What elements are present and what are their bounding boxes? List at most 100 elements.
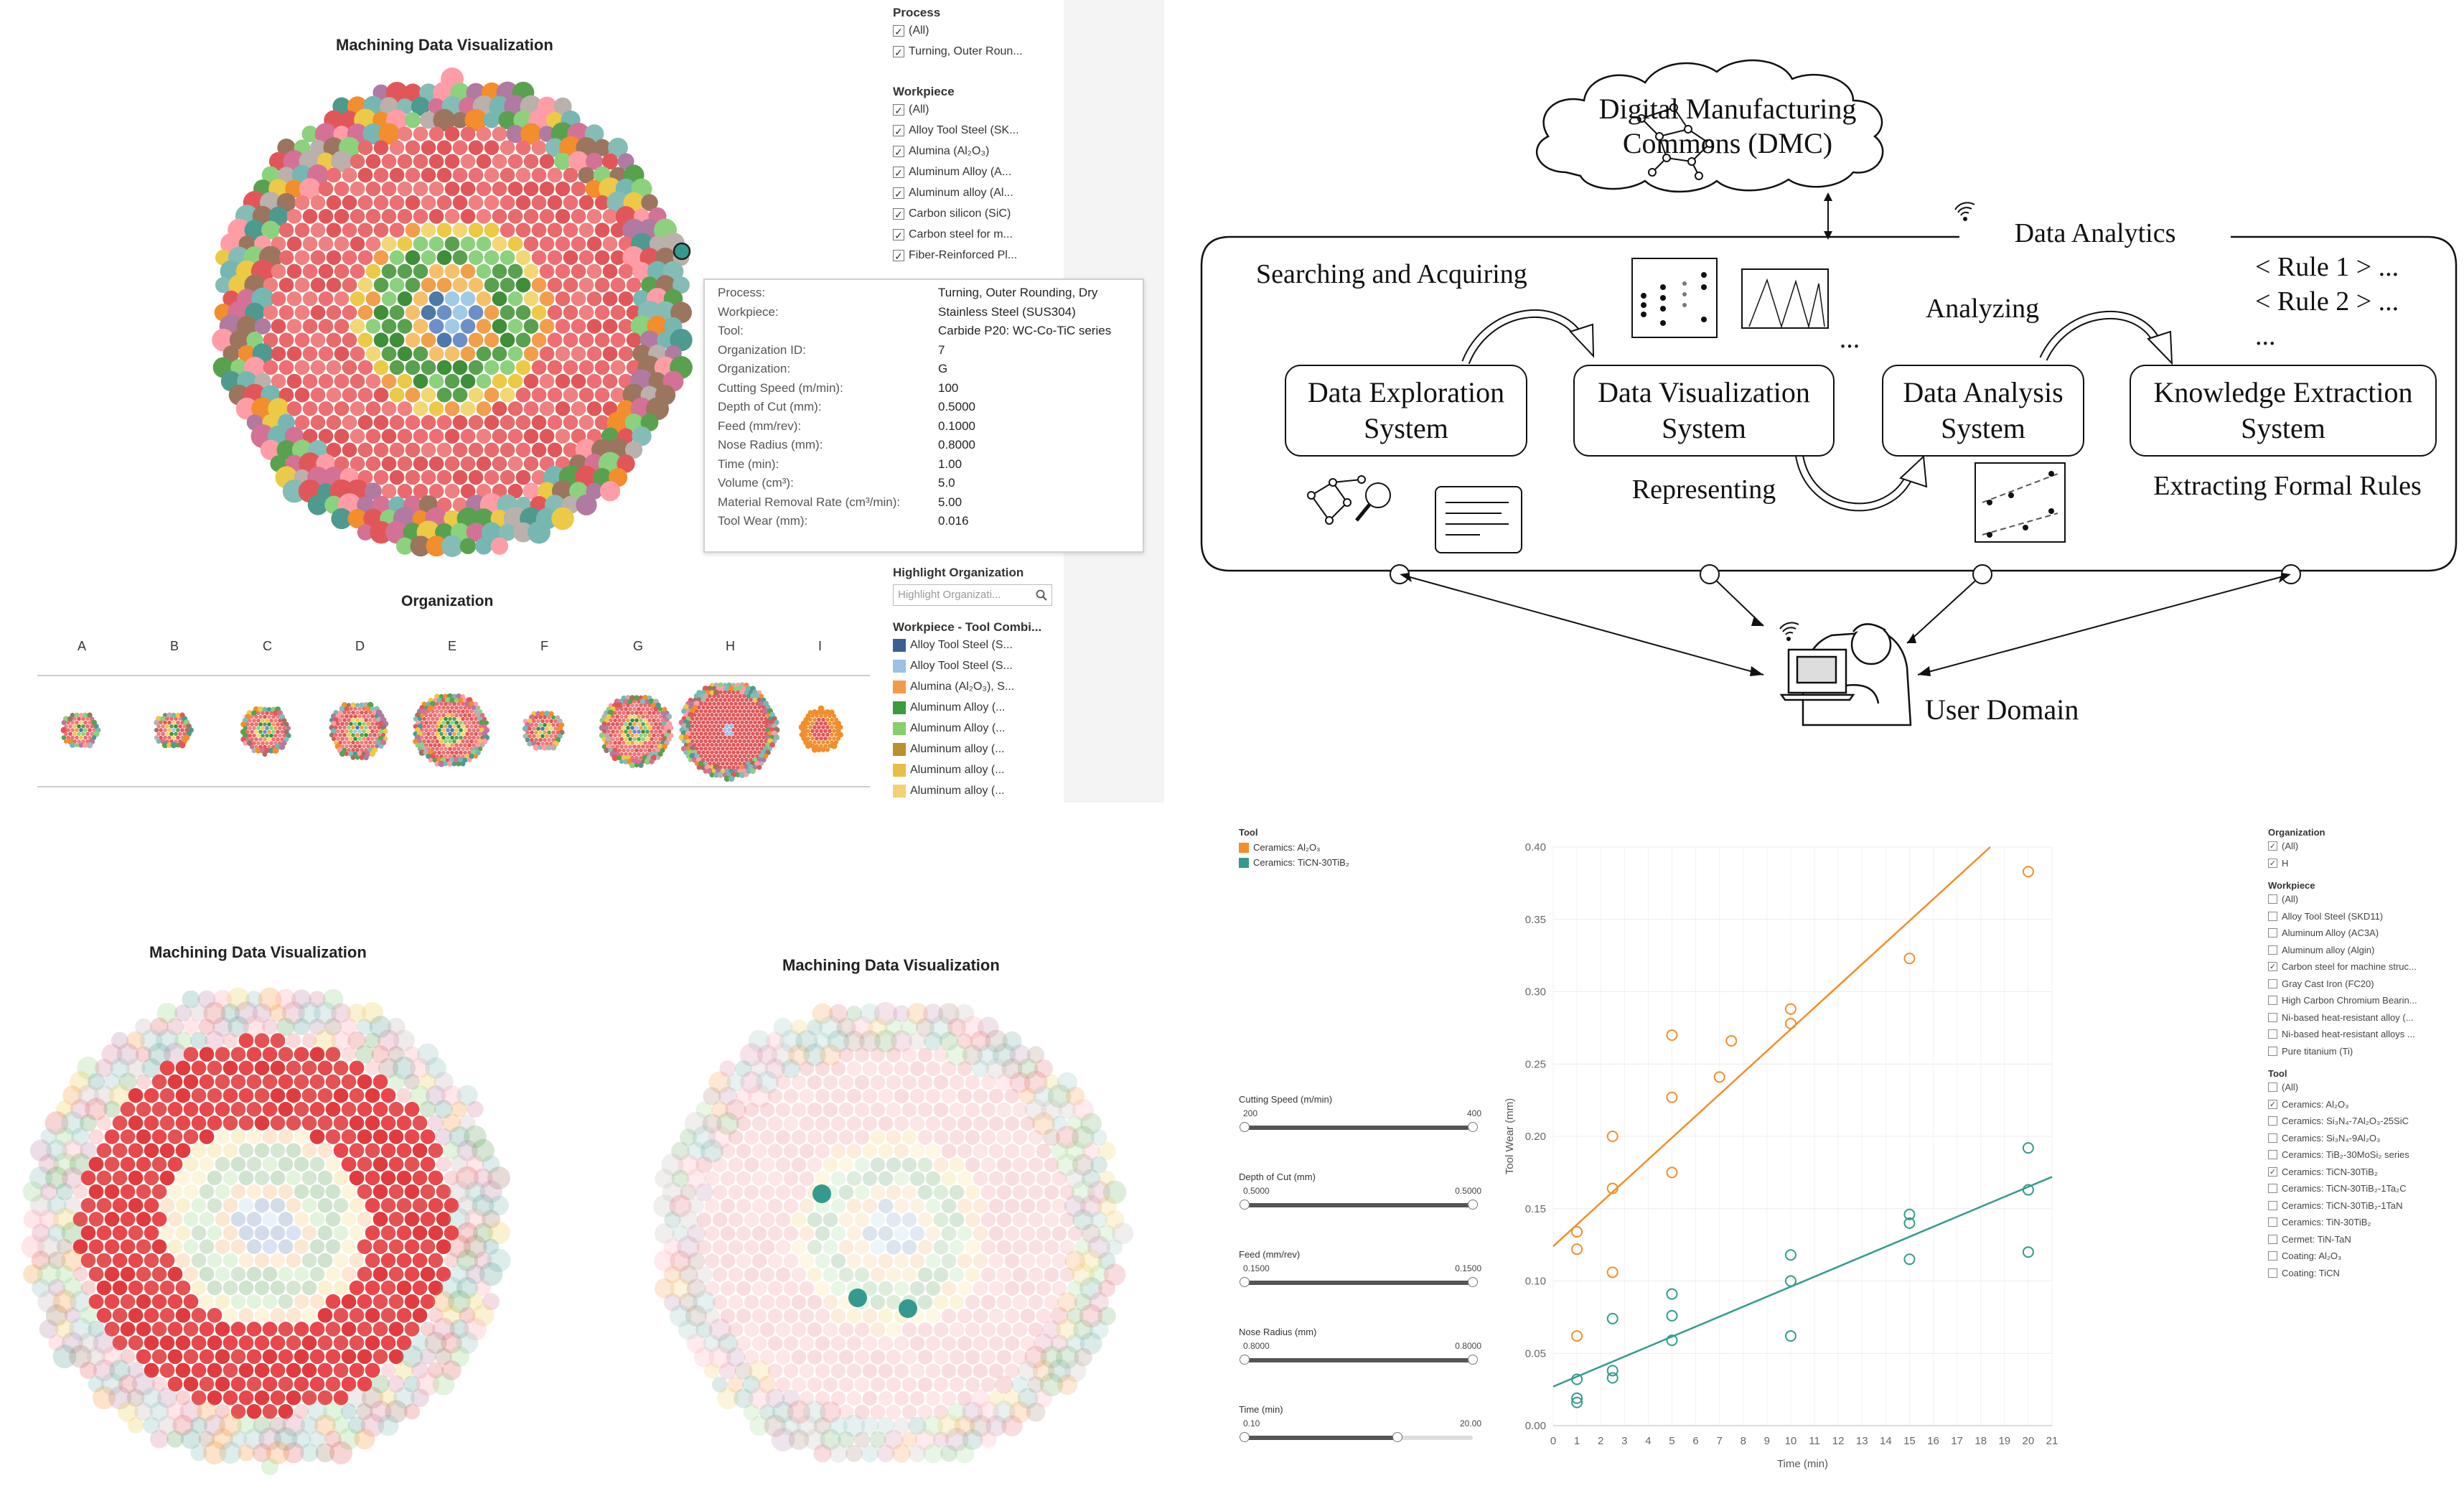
checkbox[interactable]: [2268, 996, 2277, 1006]
checkbox[interactable]: ✓: [893, 249, 904, 262]
slider-handle[interactable]: [1240, 1122, 1250, 1132]
workpiece-filter-item[interactable]: Alloy Tool Steel (SKD11): [2268, 908, 2462, 925]
checkbox[interactable]: [2268, 1083, 2277, 1093]
tool-filter-item[interactable]: Cermet: TiN-TaN: [2268, 1231, 2462, 1248]
tool-filter-item[interactable]: (All): [2268, 1079, 2462, 1096]
workpiece-filter-item[interactable]: ✓ Alumina (Al₂O₃): [893, 141, 1058, 162]
slider-track[interactable]: [1240, 1122, 1478, 1132]
workpiece-filter-item[interactable]: High Carbon Chromium Bearin...: [2268, 992, 2462, 1009]
slider-track[interactable]: [1240, 1200, 1478, 1210]
checkbox[interactable]: ✓: [2268, 858, 2277, 868]
legend-item[interactable]: Alloy Tool Steel (S...: [893, 635, 1062, 655]
checkbox[interactable]: ✓: [893, 103, 904, 116]
checkbox[interactable]: ✓: [893, 228, 904, 241]
bubble-chart-highlight-org[interactable]: [14, 975, 517, 1477]
slider-handle[interactable]: [1240, 1277, 1250, 1287]
data-exploration-box[interactable]: Data Exploration System: [1285, 365, 1527, 457]
tool-filter-item[interactable]: Ceramics: TiN-30TiB₂: [2268, 1214, 2462, 1231]
workpiece-filter-item[interactable]: ✓ Carbon silicon (SiC): [893, 203, 1058, 224]
workpiece-filter-item[interactable]: (All): [2268, 891, 2462, 908]
tool-filter-item[interactable]: Coating: TiCN: [2268, 1265, 2462, 1282]
workpiece-filter-item[interactable]: ✓ Alloy Tool Steel (SK...: [893, 120, 1058, 141]
slider-track[interactable]: [1240, 1355, 1478, 1365]
checkbox[interactable]: [2268, 928, 2277, 938]
workpiece-filter-item[interactable]: ✓ Fiber-Reinforced Pl...: [893, 245, 1058, 266]
tool-filter-item[interactable]: ✓ Ceramics: TiCN-30TiB₂: [2268, 1164, 2462, 1181]
checkbox[interactable]: ✓: [893, 187, 904, 200]
slider-handle[interactable]: [1240, 1355, 1250, 1365]
organization-filter-item[interactable]: ✓ (All): [2268, 838, 2462, 855]
bubble-packing-chart[interactable]: [201, 65, 703, 567]
checkbox[interactable]: [2268, 1200, 2277, 1210]
tool-filter-item[interactable]: Ceramics: TiB₂-30MoSi₂ series: [2268, 1146, 2462, 1164]
workpiece-filter-item[interactable]: Aluminum alloy (Algin): [2268, 942, 2462, 959]
workpiece-filter-item[interactable]: Ni-based heat-resistant alloy (...: [2268, 1009, 2462, 1027]
process-filter-item[interactable]: ✓ (All): [893, 20, 1058, 41]
checkbox[interactable]: ✓: [893, 45, 904, 58]
tool-filter-item[interactable]: Coating: Al₂O₃: [2268, 1248, 2462, 1265]
search-icon[interactable]: [1036, 589, 1047, 601]
checkbox[interactable]: [2268, 1251, 2277, 1261]
checkbox[interactable]: [2268, 1150, 2277, 1160]
checkbox[interactable]: [2268, 1116, 2277, 1126]
workpiece-filter-item[interactable]: Pure titanium (Ti): [2268, 1043, 2462, 1060]
process-filter-item[interactable]: ✓ Turning, Outer Roun...: [893, 41, 1058, 62]
bubble-chart-highlight-points[interactable]: [646, 989, 1134, 1477]
legend-item[interactable]: Aluminum Alloy (...: [893, 718, 1062, 739]
tool-legend-item[interactable]: Ceramics: Al₂O₃: [1239, 842, 1349, 853]
checkbox[interactable]: ✓: [2268, 1099, 2277, 1109]
checkbox[interactable]: ✓: [893, 124, 904, 137]
workpiece-filter-item[interactable]: Aluminum Alloy (AC3A): [2268, 925, 2462, 942]
checkbox[interactable]: ✓: [893, 24, 904, 37]
slider-handle[interactable]: [1468, 1277, 1478, 1287]
knowledge-extraction-box[interactable]: Knowledge Extraction System: [2130, 365, 2437, 457]
tool-wear-scatter-chart[interactable]: 0.000.050.100.150.200.250.300.350.400 1 2 3…: [1493, 803, 2089, 1492]
organization-clusters[interactable]: [37, 678, 870, 785]
checkbox[interactable]: ✓: [893, 207, 904, 220]
tool-filter-item[interactable]: Ceramics: Si₃N₄-9Al₂O₃: [2268, 1130, 2462, 1147]
checkbox[interactable]: [2268, 978, 2277, 988]
checkbox[interactable]: [2268, 1012, 2277, 1022]
checkbox[interactable]: [2268, 1133, 2277, 1143]
slider-track[interactable]: [1240, 1277, 1478, 1287]
legend-item[interactable]: Aluminum alloy (...: [893, 780, 1062, 801]
checkbox[interactable]: ✓: [2268, 841, 2277, 851]
data-visualization-box[interactable]: Data Visualization System: [1573, 365, 1835, 457]
workpiece-filter-item[interactable]: Ni-based heat-resistant alloys ...: [2268, 1026, 2462, 1043]
checkbox[interactable]: [2268, 1234, 2277, 1244]
tool-filter-item[interactable]: Ceramics: TiCN-30TiB₂-1TaN: [2268, 1197, 2462, 1215]
slider-handle[interactable]: [1468, 1122, 1478, 1132]
checkbox[interactable]: ✓: [2268, 1166, 2277, 1177]
checkbox[interactable]: [2268, 1217, 2277, 1228]
workpiece-filter-item[interactable]: ✓ (All): [893, 99, 1058, 120]
workpiece-filter-item[interactable]: ✓ Carbon steel for m...: [893, 224, 1058, 245]
legend-item[interactable]: Aluminum Alloy (...: [893, 697, 1062, 718]
organization-filter-item[interactable]: ✓ H: [2268, 855, 2462, 872]
tool-filter-item[interactable]: Ceramics: Si₃N₄-7Al₂O₃-25SiC: [2268, 1113, 2462, 1130]
highlight-search-box[interactable]: Highlight Organizati...: [893, 584, 1052, 606]
tool-filter-item[interactable]: Ceramics: TiCN-30TiB₂-1Ta₂C: [2268, 1180, 2462, 1197]
tool-filter-item[interactable]: ✓ Ceramics: Al₂O₃: [2268, 1096, 2462, 1113]
checkbox[interactable]: [2268, 911, 2277, 921]
legend-item[interactable]: Aluminum alloy (...: [893, 739, 1062, 759]
slider-handle[interactable]: [1468, 1200, 1478, 1210]
slider-handle[interactable]: [1468, 1355, 1478, 1365]
workpiece-filter-item[interactable]: ✓ Aluminum Alloy (A...: [893, 162, 1058, 182]
legend-item[interactable]: Aluminum alloy (...: [893, 759, 1062, 780]
legend-item[interactable]: Alloy Tool Steel (S...: [893, 655, 1062, 676]
checkbox[interactable]: [2268, 1268, 2277, 1278]
slider-track[interactable]: [1240, 1432, 1473, 1442]
checkbox[interactable]: [2268, 1029, 2277, 1039]
slider-handle[interactable]: [1240, 1200, 1250, 1210]
checkbox[interactable]: ✓: [893, 145, 904, 158]
checkbox[interactable]: [2268, 1184, 2277, 1194]
checkbox[interactable]: [2268, 1046, 2277, 1056]
tool-legend-item[interactable]: Ceramics: TiCN-30TiB₂: [1239, 857, 1349, 868]
checkbox[interactable]: [2268, 945, 2277, 955]
slider-handle[interactable]: [1240, 1432, 1250, 1442]
data-analysis-box[interactable]: Data Analysis System: [1882, 365, 2084, 457]
workpiece-filter-item[interactable]: ✓ Carbon steel for machine struc...: [2268, 958, 2462, 976]
slider-handle[interactable]: [1392, 1432, 1403, 1442]
checkbox[interactable]: ✓: [893, 166, 904, 179]
workpiece-filter-item[interactable]: ✓ Aluminum alloy (Al...: [893, 182, 1058, 203]
